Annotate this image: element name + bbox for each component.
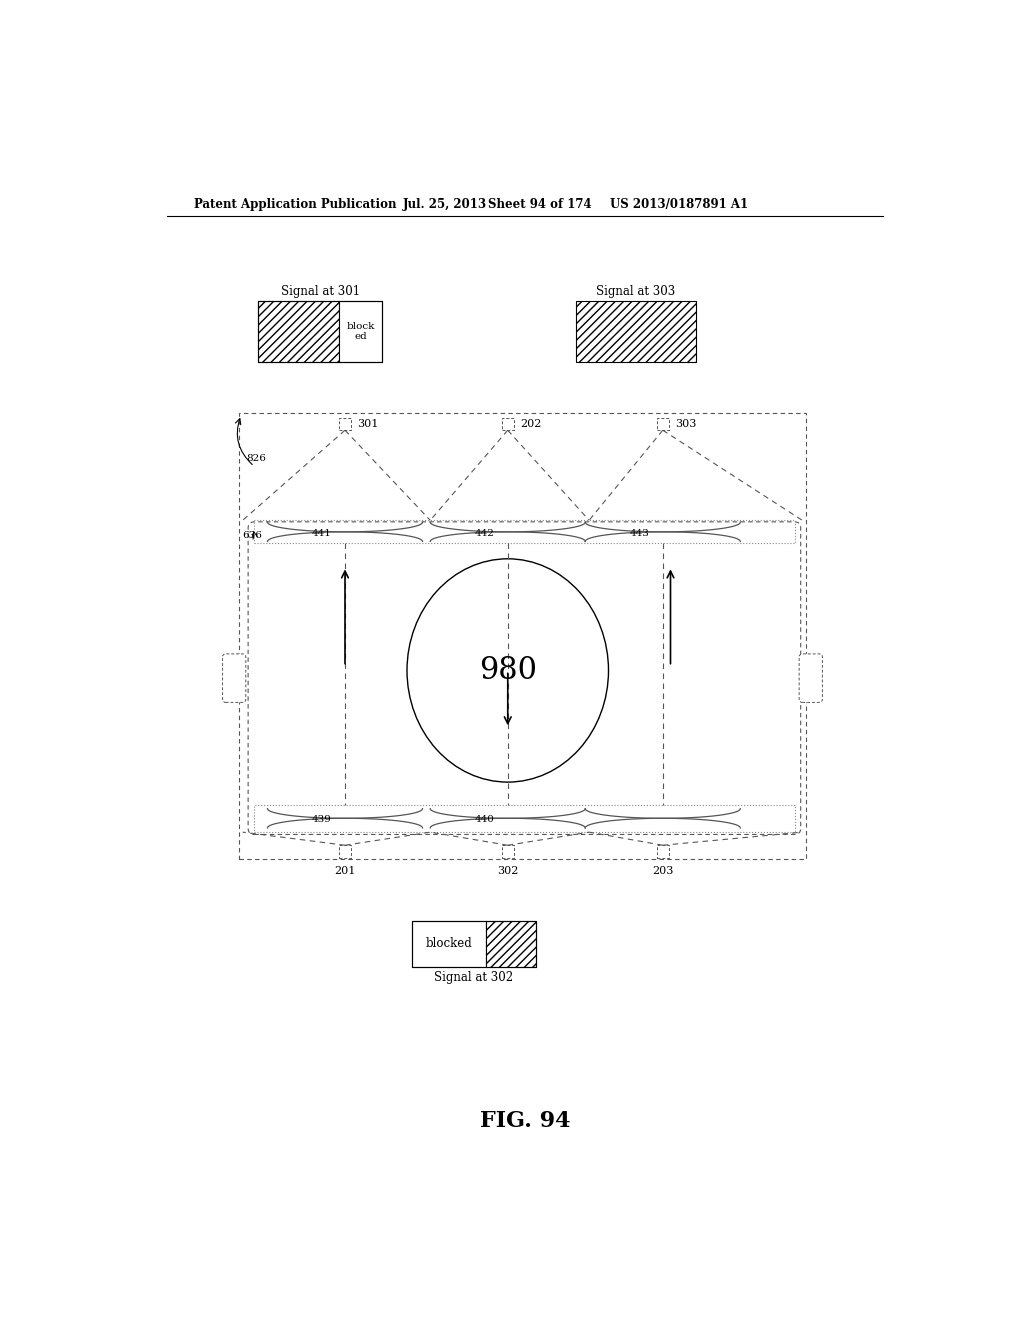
Bar	[502, 418, 514, 430]
Bar	[575, 301, 696, 363]
Bar	[339, 845, 351, 858]
Bar	[239, 412, 806, 859]
Text: Sheet 94 of 174: Sheet 94 of 174	[488, 198, 592, 211]
Text: 442: 442	[474, 529, 495, 537]
Text: block
ed: block ed	[346, 322, 375, 342]
Text: FIG. 94: FIG. 94	[479, 1110, 570, 1133]
Text: Patent Application Publication: Patent Application Publication	[194, 198, 396, 211]
Text: Signal at 303: Signal at 303	[596, 285, 676, 298]
Bar	[254, 520, 795, 544]
Bar	[339, 418, 351, 430]
Text: 826: 826	[246, 454, 265, 463]
Bar	[486, 921, 536, 966]
Text: 203: 203	[652, 866, 674, 876]
Text: 202: 202	[520, 418, 542, 429]
Text: 441: 441	[312, 529, 332, 537]
Text: 440: 440	[474, 816, 495, 824]
Text: 636: 636	[243, 531, 262, 540]
Bar	[254, 805, 795, 832]
Text: 201: 201	[334, 866, 355, 876]
Text: blocked: blocked	[426, 937, 472, 950]
Text: US 2013/0187891 A1: US 2013/0187891 A1	[610, 198, 749, 211]
Text: 980: 980	[479, 655, 537, 686]
Bar	[258, 301, 382, 363]
Text: 303: 303	[675, 418, 696, 429]
Text: Signal at 301: Signal at 301	[281, 285, 359, 298]
Text: 302: 302	[497, 866, 518, 876]
Text: 443: 443	[630, 529, 649, 537]
Text: 301: 301	[357, 418, 379, 429]
Text: Signal at 302: Signal at 302	[434, 972, 513, 985]
Bar	[412, 921, 536, 966]
Bar	[656, 845, 669, 858]
Text: Jul. 25, 2013: Jul. 25, 2013	[403, 198, 487, 211]
Bar	[258, 301, 339, 363]
Bar	[656, 418, 669, 430]
Bar	[412, 921, 486, 966]
Text: 439: 439	[312, 816, 332, 824]
FancyBboxPatch shape	[799, 653, 822, 702]
Bar	[339, 301, 382, 363]
FancyBboxPatch shape	[222, 653, 246, 702]
Bar	[502, 845, 514, 858]
